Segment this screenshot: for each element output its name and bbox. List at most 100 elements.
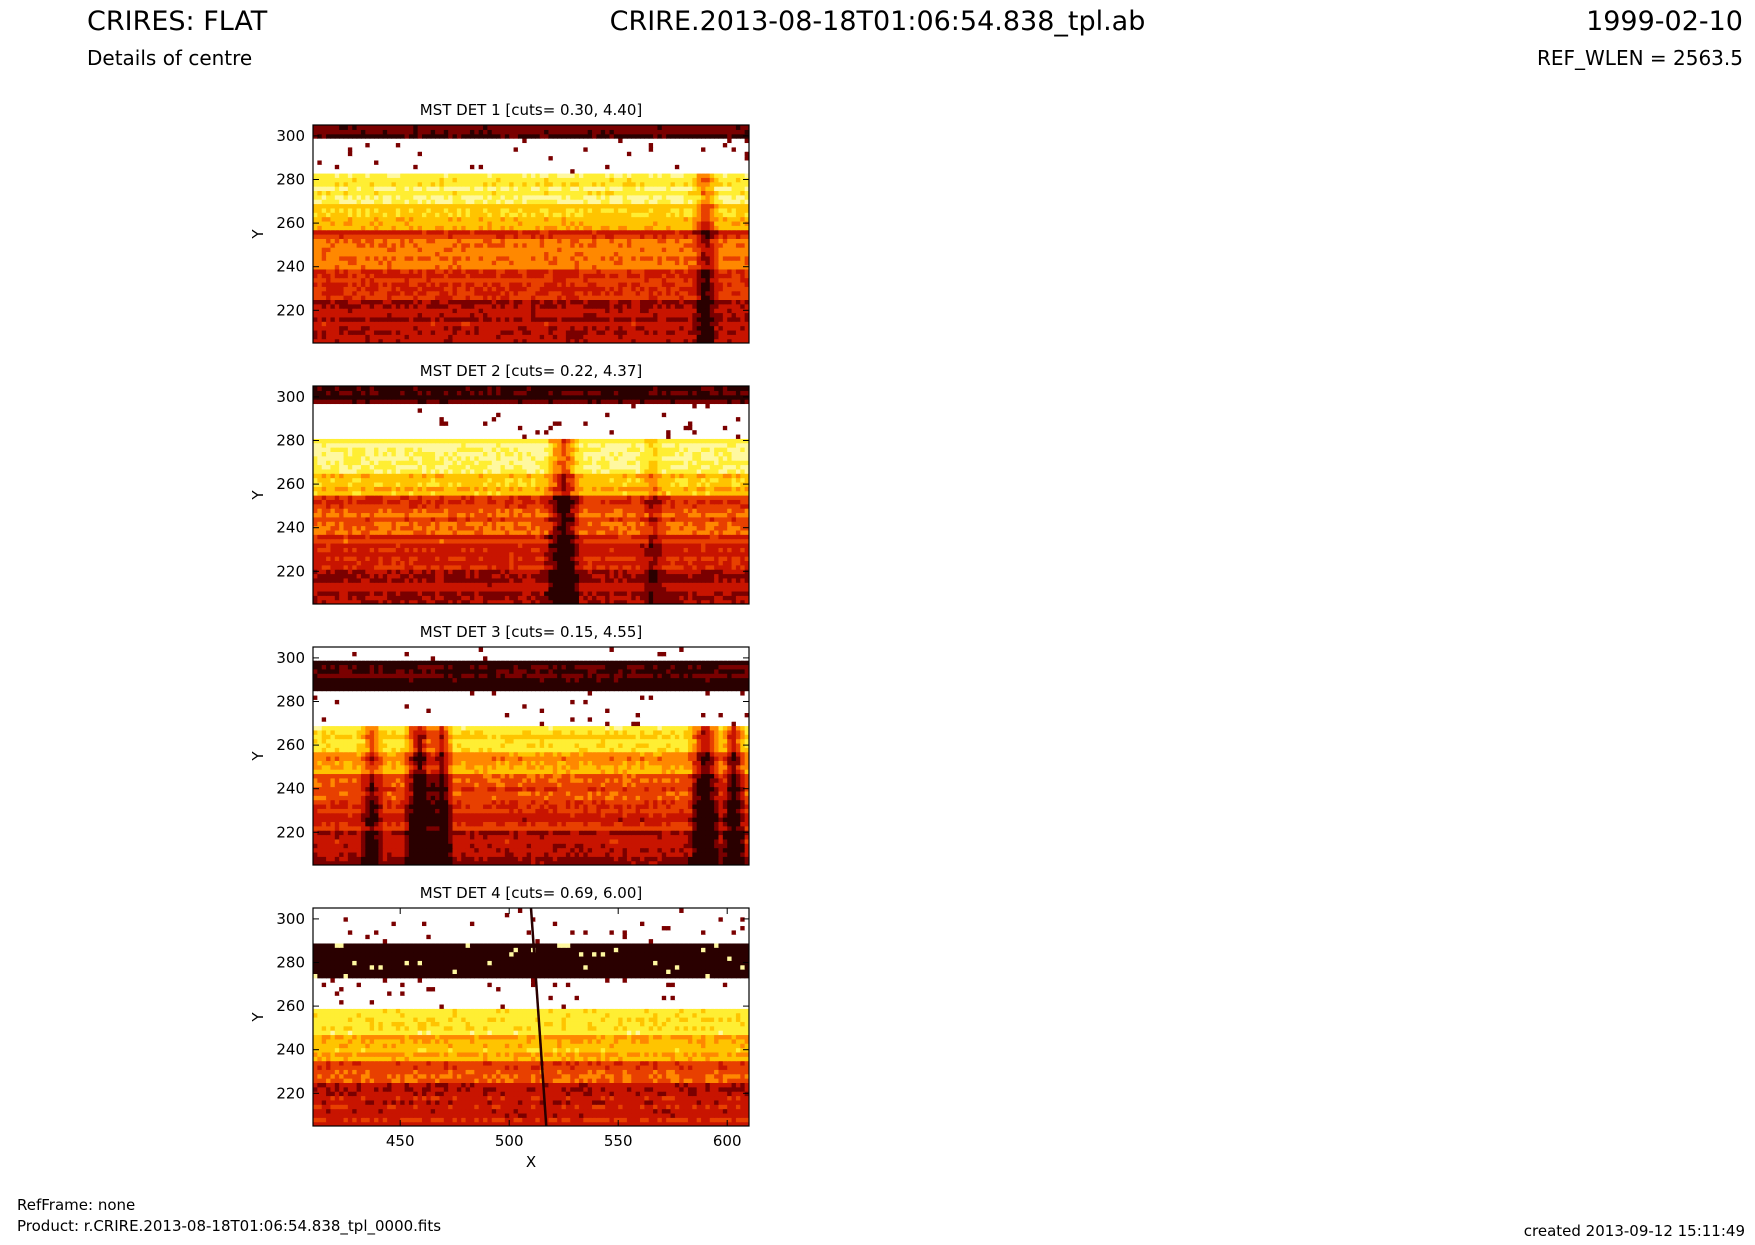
heatmap-cell [343, 338, 349, 343]
heatmap-cell [661, 299, 667, 305]
heatmap-cell [718, 229, 724, 235]
heatmap-cell [426, 181, 432, 187]
heatmap-cell [683, 177, 689, 183]
heatmap-cell [714, 264, 720, 270]
heatmap-cell [365, 181, 371, 187]
heatmap-cell [578, 212, 584, 218]
heatmap-cell [413, 177, 419, 183]
heatmap-cell [661, 146, 667, 152]
heatmap-cell [347, 194, 353, 200]
heatmap-cell [369, 329, 375, 335]
heatmap-cell [326, 216, 332, 222]
heatmap-cell [408, 277, 414, 283]
heatmap-cell [679, 190, 685, 196]
heatmap-cell [439, 251, 445, 257]
heatmap-cell [666, 308, 672, 314]
heatmap-cell [352, 299, 358, 305]
heatmap-cell [635, 312, 641, 318]
heatmap-cell [740, 329, 746, 335]
heatmap-cell [609, 295, 615, 300]
heatmap-cell [326, 146, 332, 152]
heatmap-cell [692, 190, 698, 196]
heatmap-cell [618, 138, 624, 144]
heatmap-cell [544, 286, 550, 292]
heatmap-cell [365, 133, 371, 139]
heatmap-cell [587, 146, 593, 152]
heatmap-cell [687, 321, 693, 327]
heatmap-cell [714, 234, 720, 239]
heatmap-cell [600, 151, 606, 157]
heatmap-cell [430, 312, 436, 318]
heatmap-cell [552, 155, 558, 161]
heatmap-cell [679, 242, 685, 248]
heatmap-cell [557, 338, 563, 343]
heatmap-cell [517, 203, 523, 209]
heatmap-cell [347, 199, 353, 205]
heatmap-cell [430, 155, 436, 161]
heatmap-cell [653, 138, 659, 144]
heatmap-cell [735, 159, 741, 165]
heatmap-cell [417, 281, 423, 287]
heatmap-cell [469, 325, 475, 331]
heatmap-cell [326, 155, 332, 161]
heatmap-cell [622, 159, 628, 165]
heatmap-cell [404, 190, 410, 196]
heatmap-cell [334, 264, 340, 270]
heatmap-cell [526, 312, 532, 318]
heatmap-cell [509, 203, 515, 209]
heatmap-cell [339, 159, 345, 165]
heatmap-cell [609, 281, 615, 287]
heatmap-cell [382, 234, 388, 239]
heatmap-cell [744, 312, 749, 318]
heatmap-cell [670, 142, 676, 148]
heatmap-cell [413, 321, 419, 327]
heatmap-cell [387, 295, 393, 300]
heatmap-cell [313, 216, 318, 222]
heatmap-cell [374, 295, 379, 300]
heatmap-cell [478, 242, 484, 248]
heatmap-cell [583, 312, 589, 318]
heatmap-cell [744, 129, 749, 135]
heatmap-cell [644, 321, 650, 327]
heatmap-cell [326, 220, 332, 226]
heatmap-cell [544, 277, 550, 283]
heatmap-cell [631, 177, 637, 183]
heatmap-cell [622, 142, 628, 148]
heatmap-cell [539, 186, 545, 191]
heatmap-cell [640, 177, 645, 183]
heatmap-cell [578, 264, 584, 270]
heatmap-cell [731, 216, 737, 222]
heatmap-cell [552, 325, 558, 331]
heatmap-cell [387, 255, 393, 261]
heatmap-cell [718, 194, 724, 200]
heatmap-cell [469, 164, 475, 170]
heatmap-cell [522, 286, 528, 292]
heatmap-cell [653, 260, 659, 266]
heatmap-cell [387, 190, 393, 196]
heatmap-cell [483, 312, 488, 318]
heatmap-cell [395, 172, 401, 178]
heatmap-cell [365, 260, 371, 266]
heatmap-cell [605, 316, 611, 322]
heatmap-cell [727, 199, 733, 205]
heatmap-cell [517, 194, 523, 200]
heatmap-cell [478, 216, 484, 222]
heatmap-cell [548, 229, 554, 235]
heatmap-cell [705, 186, 711, 191]
heatmap-cell [448, 220, 454, 226]
heatmap-cell [609, 125, 615, 130]
heatmap-cell [605, 281, 611, 287]
heatmap-cell [439, 303, 445, 309]
heatmap-cell [548, 251, 554, 257]
heatmap-cell [382, 129, 388, 135]
heatmap-cell [666, 177, 672, 183]
heatmap-cell [474, 329, 480, 335]
heatmap-cell [587, 181, 593, 187]
heatmap-cell [622, 338, 628, 343]
heatmap-cell [435, 329, 441, 335]
heatmap-cell [343, 260, 349, 266]
heatmap-cell [430, 203, 436, 209]
heatmap-cell [535, 203, 541, 209]
heatmap-cell [592, 142, 597, 148]
heatmap-cell [613, 155, 619, 161]
